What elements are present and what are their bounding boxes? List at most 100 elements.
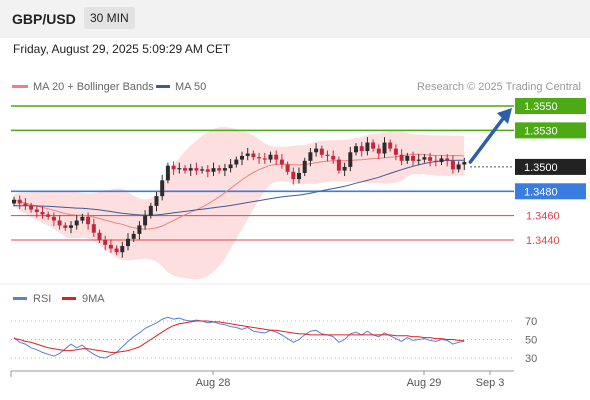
candle-body <box>63 225 68 228</box>
candle <box>228 158 233 173</box>
candle-body <box>245 153 250 156</box>
candle <box>12 196 16 207</box>
time-axis-label: Aug 28 <box>196 377 231 389</box>
candle <box>205 165 210 178</box>
time-axis-label: Aug 29 <box>407 377 442 389</box>
rsi-grid-layer: 70 50 30 <box>0 283 590 365</box>
candle-body <box>12 199 16 204</box>
candle-body <box>308 152 313 161</box>
candle-body <box>80 216 85 221</box>
candle <box>160 174 165 201</box>
candle <box>405 152 410 164</box>
candle-body <box>51 216 56 221</box>
ma20-legend-label: MA 20 + Bollinger Bands <box>33 81 154 93</box>
candle <box>257 152 262 164</box>
candle <box>336 156 341 174</box>
candle <box>245 148 250 161</box>
candle <box>462 157 467 170</box>
candle-body <box>217 168 222 171</box>
candle-body <box>171 165 176 170</box>
candle-body <box>291 171 296 180</box>
candle <box>274 150 279 166</box>
candle-body <box>177 168 182 170</box>
candle-body <box>165 165 170 181</box>
candle <box>262 152 267 164</box>
candle-body <box>456 164 461 170</box>
candle-body <box>240 155 244 160</box>
candle <box>80 213 85 224</box>
watermark-text: Research © 2025 Trading Central <box>417 81 581 93</box>
candle <box>234 156 239 168</box>
candle <box>342 162 347 177</box>
candle-body <box>348 152 353 167</box>
rsi-legend-label: RSI <box>33 293 51 305</box>
ma50-line <box>13 159 465 216</box>
ma50-legend-label: MA 50 <box>175 81 206 93</box>
candle-body <box>228 164 233 169</box>
candle-body <box>319 148 324 155</box>
candle <box>376 144 381 159</box>
rsi-tick-label: 50 <box>525 335 537 347</box>
candle <box>439 155 444 166</box>
candle <box>143 210 148 230</box>
price-levels-layer: 1.3550 1.3530 1.3500 1.3480 1.3460 1.3440 <box>11 98 586 247</box>
candle-body <box>314 148 319 153</box>
candle-body <box>331 155 336 160</box>
candle <box>74 215 79 230</box>
resistance-label: 1.3530 <box>524 125 558 137</box>
candle-body <box>114 248 119 253</box>
symbol-label: GBP/USD <box>12 11 76 27</box>
candle <box>319 145 324 158</box>
candle <box>131 230 136 242</box>
candle-body <box>354 146 358 153</box>
legend-layer: Research © 2025 Trading Central MA 20 + … <box>12 81 581 305</box>
candle <box>126 233 130 251</box>
candle <box>63 222 68 231</box>
candle <box>188 163 193 177</box>
candle-body <box>450 160 455 170</box>
candle <box>251 150 256 161</box>
candle-body <box>86 216 91 225</box>
time-axis-label: Sep 3 <box>476 377 505 389</box>
candle-body <box>376 148 381 154</box>
candle-body <box>262 158 267 160</box>
candle-body <box>445 158 450 161</box>
candle <box>433 155 438 167</box>
candle <box>348 146 353 172</box>
timeframe-button[interactable]: 30 MIN <box>84 7 135 29</box>
candle-body <box>297 173 301 180</box>
rsi-line <box>13 316 465 359</box>
candle-body <box>405 155 410 161</box>
ma20-line <box>13 153 465 230</box>
candle-body <box>17 199 22 204</box>
candle <box>450 155 455 174</box>
candle-body <box>365 142 370 152</box>
support-label: 1.3440 <box>526 235 560 247</box>
candle <box>325 150 330 162</box>
candle <box>285 161 290 175</box>
candle-body <box>143 215 148 226</box>
candle-body <box>251 153 256 158</box>
resistance-label: 1.3550 <box>524 101 558 113</box>
candle <box>268 151 273 163</box>
rsi-layer <box>13 316 465 359</box>
candle <box>137 221 142 240</box>
candle <box>200 166 205 174</box>
candle-body <box>382 142 387 154</box>
candle-body <box>69 225 73 228</box>
candle <box>297 167 301 184</box>
candle-body <box>23 203 28 206</box>
candle-body <box>74 220 79 226</box>
candle <box>23 197 28 211</box>
candle-body <box>336 159 341 171</box>
candle <box>51 212 56 226</box>
candle-body <box>371 142 376 149</box>
candle-body <box>285 164 290 172</box>
candle-body <box>160 180 165 197</box>
candle-body <box>411 155 415 161</box>
projection-arrowhead <box>497 108 512 124</box>
candle <box>29 202 34 213</box>
candle <box>222 163 227 177</box>
candle-body <box>211 168 216 172</box>
candle-body <box>234 159 239 165</box>
